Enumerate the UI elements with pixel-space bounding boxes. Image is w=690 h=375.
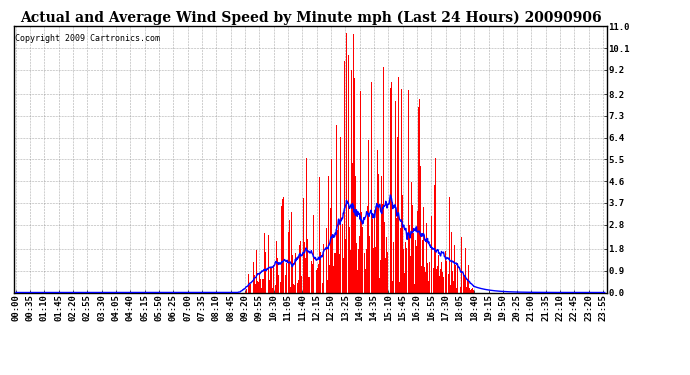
Title: Actual and Average Wind Speed by Minute mph (Last 24 Hours) 20090906: Actual and Average Wind Speed by Minute …: [20, 11, 601, 25]
Text: Copyright 2009 Cartronics.com: Copyright 2009 Cartronics.com: [15, 34, 160, 43]
